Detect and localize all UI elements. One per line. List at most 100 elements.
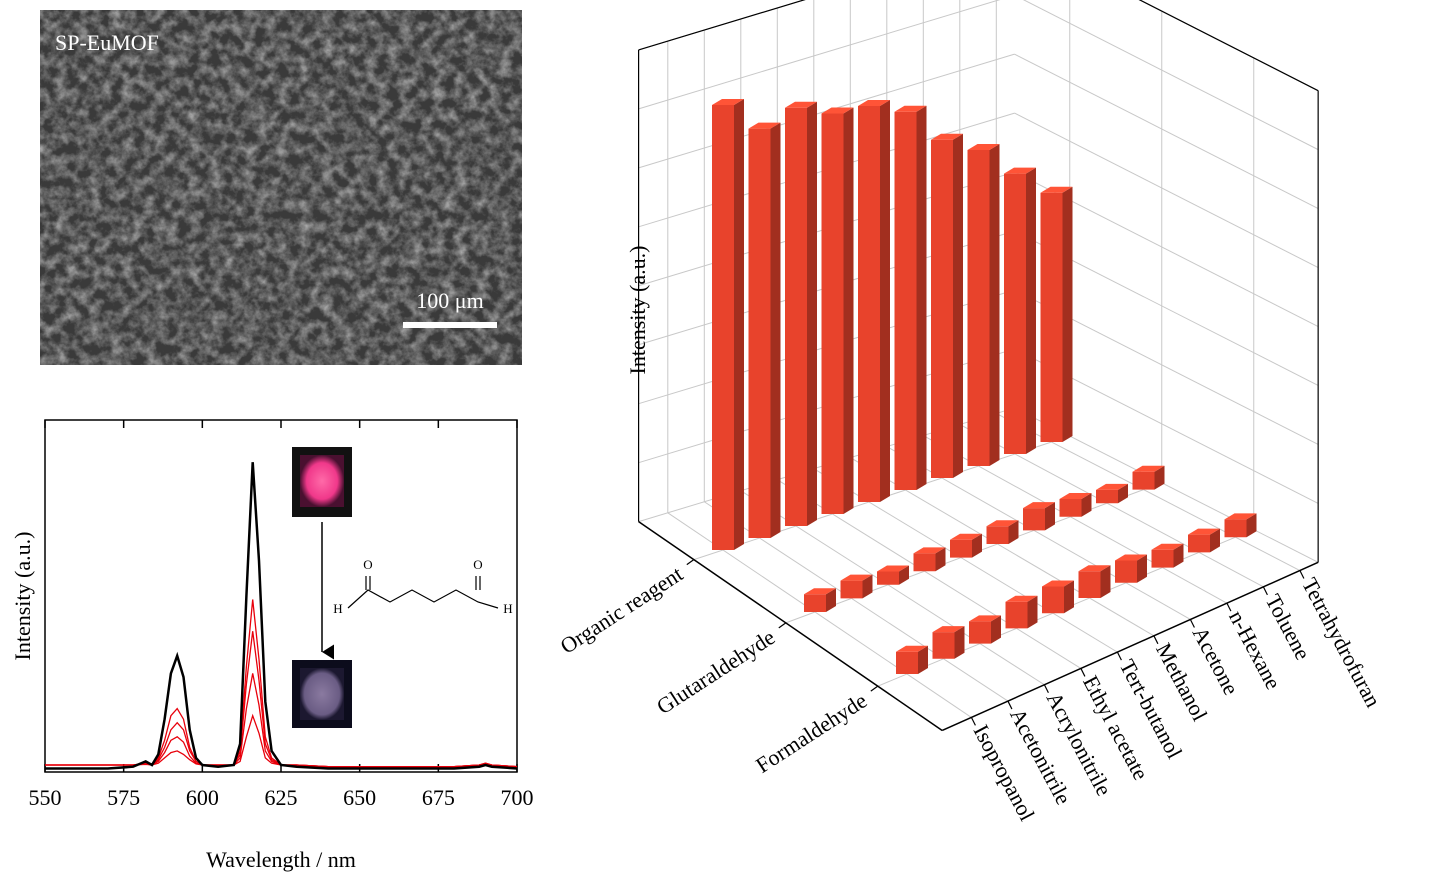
bar-front	[712, 105, 734, 550]
bar-side	[843, 107, 854, 514]
bar-front	[1042, 586, 1064, 614]
bar-top	[1004, 167, 1036, 174]
bar	[969, 615, 1001, 644]
bar-front	[877, 571, 899, 585]
spectrum-line	[45, 673, 518, 768]
bar-side	[862, 574, 873, 599]
x-tick-label: 550	[29, 785, 62, 810]
bar-front	[894, 111, 917, 490]
scale-bar-label: 100 μm	[416, 288, 483, 313]
bar-top	[1042, 580, 1074, 587]
bar-side	[916, 105, 927, 490]
axis-tick	[1080, 668, 1086, 677]
bar-front	[1059, 499, 1082, 517]
bar-front	[1004, 173, 1026, 454]
bar-front	[1096, 489, 1118, 504]
bar	[712, 99, 744, 550]
axis	[638, 521, 943, 732]
bar	[932, 626, 965, 659]
axis-tick	[1299, 570, 1305, 579]
axis	[941, 561, 1319, 732]
bar-top	[967, 144, 1000, 151]
bar	[858, 99, 890, 502]
inset	[292, 447, 499, 728]
bar-top	[858, 99, 890, 106]
bar-top	[1078, 565, 1111, 572]
structure-atom: O	[473, 557, 482, 572]
bar	[1224, 513, 1257, 538]
inset-dim	[300, 668, 344, 720]
bar	[967, 144, 1000, 467]
bar-side	[935, 547, 946, 572]
bar-side	[954, 626, 965, 659]
sem-label: SP-EuMOF	[55, 30, 159, 55]
bar-top	[821, 107, 854, 114]
x-tick-label: 650	[343, 785, 376, 810]
bar-side	[1118, 483, 1128, 504]
bar-top	[986, 520, 1019, 527]
bar-top	[913, 547, 946, 554]
bar	[896, 645, 928, 674]
bar	[1078, 565, 1111, 598]
bar-top	[785, 101, 817, 108]
bar-top	[931, 133, 963, 140]
bar	[748, 122, 781, 538]
axis-tick	[870, 685, 879, 692]
bar-front	[1005, 601, 1028, 629]
axis-tick	[778, 622, 787, 629]
bar-front	[821, 113, 844, 514]
bar-top	[1005, 595, 1038, 602]
bar-top	[877, 565, 909, 572]
bar-front	[950, 539, 972, 558]
molecule	[347, 589, 499, 609]
spectrum: 550 575 600 625 650 675 700 Wavelength / nm Inte…	[10, 420, 534, 872]
x-tick-label: 600	[186, 785, 219, 810]
axis-tick	[1226, 602, 1232, 612]
structure-atom: H	[333, 601, 342, 616]
bar	[877, 565, 909, 585]
bar-side	[1210, 528, 1220, 553]
spectrum-line	[45, 713, 518, 768]
bar-side	[953, 133, 963, 479]
axis-tick	[1116, 651, 1122, 661]
bar-side	[918, 645, 928, 674]
bar	[1023, 502, 1055, 531]
bar	[1188, 528, 1220, 553]
bar-top	[1096, 483, 1128, 490]
bar-side	[1008, 520, 1019, 544]
wall-edge	[1138, 0, 1319, 92]
bar-top	[840, 574, 873, 581]
bar-top	[1151, 543, 1184, 550]
bar-side	[972, 533, 982, 558]
bar-top	[804, 588, 836, 595]
axis-tick	[1262, 586, 1268, 596]
bar-side	[1246, 513, 1257, 538]
wall-edge	[638, 0, 806, 51]
bar-front	[969, 621, 991, 644]
bar	[1132, 465, 1165, 490]
wall-grid	[638, 0, 806, 51]
y-axis-label: Intensity (a.u.)	[10, 532, 35, 661]
wall-grid	[1022, 0, 1319, 151]
bar-side	[1064, 580, 1074, 614]
bar	[1004, 167, 1036, 454]
sem-image: SP-EuMOF 100 μm	[40, 10, 522, 365]
axis-tick	[686, 559, 695, 566]
bar-side	[989, 144, 1000, 467]
bar-side	[1173, 543, 1184, 568]
bar-top	[1040, 186, 1073, 193]
bar-top	[1224, 513, 1257, 520]
bar-front	[1224, 519, 1247, 538]
bar	[785, 101, 817, 526]
structure-atom: O	[363, 557, 372, 572]
bar-side	[1137, 554, 1147, 583]
bar-front	[931, 139, 953, 479]
bar-front	[1023, 508, 1045, 531]
bar-front	[858, 105, 880, 502]
axis-tick	[1153, 635, 1159, 645]
bar-top	[896, 645, 928, 652]
bar-front	[748, 128, 771, 538]
bar-side	[880, 99, 890, 502]
row-label: Formaldehyde	[751, 688, 871, 778]
